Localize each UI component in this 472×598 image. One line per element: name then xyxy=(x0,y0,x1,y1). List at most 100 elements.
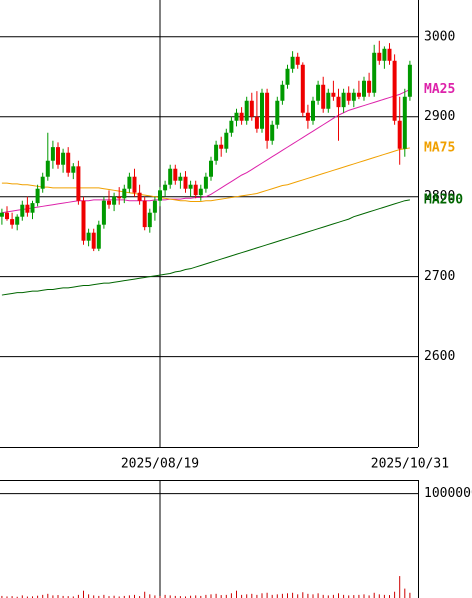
candle-body xyxy=(142,200,147,228)
volume-bar xyxy=(128,595,130,598)
candle-body xyxy=(40,176,45,189)
volume-bar xyxy=(409,592,411,598)
volume-bar xyxy=(215,593,217,598)
candle-body xyxy=(132,176,137,193)
volume-bar xyxy=(368,595,370,598)
volume-bar xyxy=(77,594,79,598)
candle-body xyxy=(249,100,254,117)
volume-bar xyxy=(236,590,237,598)
candle-body xyxy=(407,64,412,97)
volume-bar xyxy=(1,595,3,598)
candle-body xyxy=(5,212,9,220)
candle-body xyxy=(209,160,213,177)
volume-bar xyxy=(312,594,314,598)
candle-body xyxy=(96,224,101,249)
candle-body xyxy=(30,203,35,213)
volume-bar xyxy=(98,595,100,598)
candle-body xyxy=(224,132,229,149)
candle-body xyxy=(10,219,15,225)
volume-bar xyxy=(37,595,39,598)
candle-body xyxy=(311,100,315,121)
candle-body xyxy=(0,212,4,217)
candle-body xyxy=(316,84,321,101)
y-tick-label: 1000000 xyxy=(424,486,472,501)
candle-body xyxy=(367,80,372,93)
volume-bar xyxy=(287,593,288,598)
candle-body xyxy=(127,176,132,189)
candle-body xyxy=(147,212,152,228)
volume-bar xyxy=(399,576,401,598)
candle-body xyxy=(158,190,162,201)
candle-body xyxy=(265,92,270,141)
candle-body xyxy=(15,216,20,225)
volume-bar xyxy=(134,594,135,598)
candle-body xyxy=(112,196,117,205)
volume-bar xyxy=(16,596,18,598)
candle-body xyxy=(387,48,392,61)
volume-bar xyxy=(246,594,248,598)
candle-body xyxy=(397,120,402,149)
volume-bar xyxy=(52,595,54,598)
candle-body xyxy=(76,166,81,201)
volume-bar xyxy=(378,594,380,598)
y-tick-label: 3000 xyxy=(424,29,455,44)
candle-body xyxy=(173,168,178,181)
volume-bar xyxy=(93,595,95,598)
volume-bar xyxy=(307,593,309,598)
candle-body xyxy=(377,52,382,61)
volume-bar xyxy=(149,594,151,598)
candle-body xyxy=(392,60,397,121)
candle-body xyxy=(331,92,336,97)
volume-bar xyxy=(164,594,166,598)
candle-body xyxy=(402,96,407,149)
volume-bar xyxy=(154,595,156,598)
volume-bar xyxy=(72,596,74,598)
volume-bar xyxy=(292,592,294,598)
candle-body xyxy=(117,196,122,199)
volume-bar xyxy=(251,593,253,598)
volume-bar xyxy=(159,595,161,598)
volume-bar xyxy=(11,596,13,598)
candle-body xyxy=(35,188,40,204)
candle-body xyxy=(229,120,234,133)
candle-body xyxy=(356,92,361,97)
candle-body xyxy=(285,68,290,85)
candle-body xyxy=(346,92,351,101)
volume-bar xyxy=(190,595,192,598)
candle-body xyxy=(107,200,111,205)
candle-body xyxy=(50,147,55,161)
volume-bar xyxy=(383,594,385,598)
candle-body xyxy=(321,84,326,109)
candle-body xyxy=(183,176,188,189)
volume-bar xyxy=(338,593,339,598)
candle-body xyxy=(275,100,280,125)
volume-bar xyxy=(210,594,212,598)
volume-bar xyxy=(281,593,283,598)
volume-bar xyxy=(297,594,299,598)
volume-bar xyxy=(200,595,202,598)
volume-bar xyxy=(57,595,59,598)
candle-body xyxy=(305,112,310,121)
volume-bar xyxy=(108,596,110,598)
candle-body xyxy=(362,80,366,97)
candle-body xyxy=(254,116,259,129)
volume-bar xyxy=(195,595,197,598)
volume-bar xyxy=(225,594,227,598)
volume-bar xyxy=(276,594,278,598)
volume-bar xyxy=(103,594,105,598)
candle-body xyxy=(71,166,76,173)
volume-bar xyxy=(169,595,171,598)
candle-body xyxy=(45,160,50,177)
volume-bar xyxy=(179,596,181,598)
y-tick-label: 2700 xyxy=(424,269,455,284)
candle-body xyxy=(239,112,244,121)
volume-bar xyxy=(205,594,207,598)
candle-body xyxy=(66,152,71,173)
volume-bar xyxy=(113,595,115,598)
volume-bar xyxy=(47,593,49,598)
candle-body xyxy=(290,56,295,69)
volume-bar xyxy=(241,594,243,598)
candle-body xyxy=(219,144,224,149)
